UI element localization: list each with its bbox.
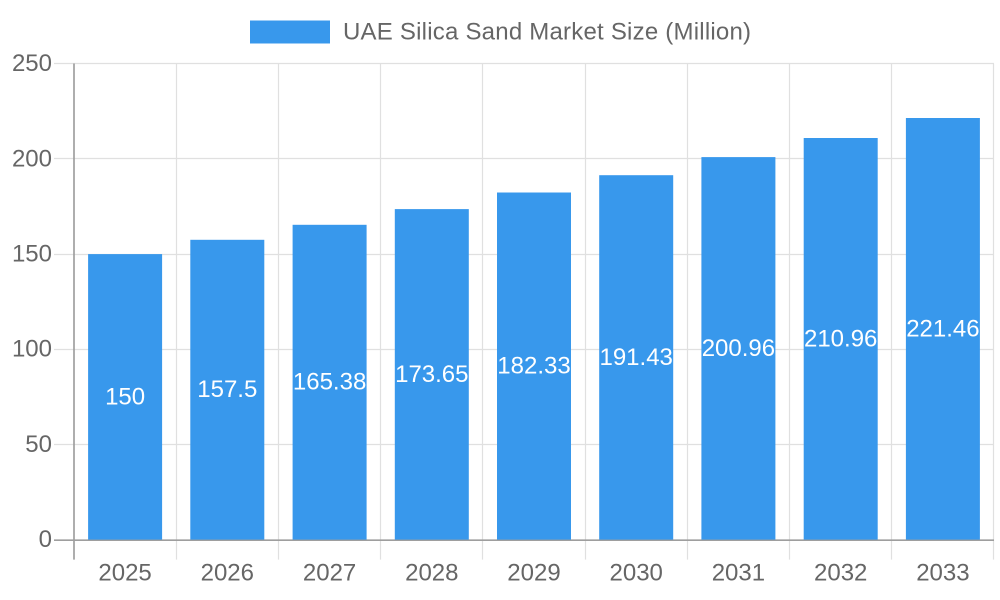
svg-text:200: 200 bbox=[12, 145, 52, 172]
svg-text:165.38: 165.38 bbox=[293, 369, 366, 396]
svg-text:150: 150 bbox=[12, 241, 52, 268]
svg-text:2031: 2031 bbox=[712, 560, 765, 587]
svg-text:250: 250 bbox=[12, 50, 52, 77]
svg-text:173.65: 173.65 bbox=[395, 361, 468, 388]
svg-text:2025: 2025 bbox=[98, 560, 151, 587]
svg-text:2033: 2033 bbox=[916, 560, 969, 587]
svg-text:210.96: 210.96 bbox=[804, 325, 877, 352]
svg-text:50: 50 bbox=[25, 431, 52, 458]
svg-text:0: 0 bbox=[39, 526, 52, 553]
svg-text:2030: 2030 bbox=[610, 560, 663, 587]
svg-text:2032: 2032 bbox=[814, 560, 867, 587]
svg-text:200.96: 200.96 bbox=[702, 335, 775, 362]
svg-text:2029: 2029 bbox=[507, 560, 560, 587]
svg-text:191.43: 191.43 bbox=[599, 344, 672, 371]
svg-text:2027: 2027 bbox=[303, 560, 356, 587]
svg-text:UAE Silica Sand Market Size (M: UAE Silica Sand Market Size (Million) bbox=[343, 19, 751, 46]
svg-text:150: 150 bbox=[105, 383, 145, 410]
svg-text:2026: 2026 bbox=[201, 560, 254, 587]
svg-text:182.33: 182.33 bbox=[497, 353, 570, 380]
svg-text:221.46: 221.46 bbox=[906, 315, 979, 342]
svg-text:100: 100 bbox=[12, 336, 52, 363]
svg-text:2028: 2028 bbox=[405, 560, 458, 587]
svg-text:157.5: 157.5 bbox=[197, 376, 257, 403]
